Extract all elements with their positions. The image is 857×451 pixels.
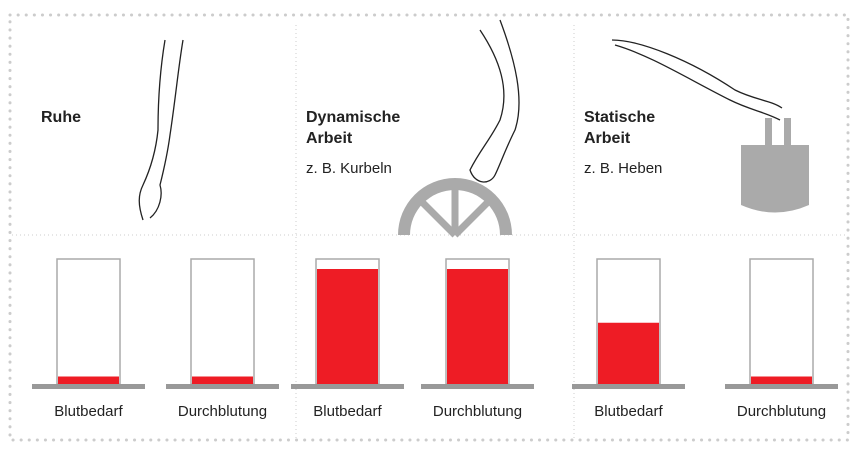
gauge-frame [191, 259, 254, 384]
category-label: Durchblutung [737, 403, 826, 420]
panel-title: Statische Arbeit [584, 109, 655, 147]
panel-title-line: Arbeit [584, 130, 631, 147]
bar [447, 269, 508, 384]
gauge-frame [750, 259, 813, 384]
bar [192, 377, 253, 385]
gauge-base [572, 384, 685, 389]
panel-title-line: Arbeit [306, 130, 353, 147]
category-label: Blutbedarf [594, 403, 663, 420]
panel-title-line: Dynamische [306, 109, 400, 126]
gauge-base [32, 384, 145, 389]
gauge-base [421, 384, 534, 389]
wheel-illustration [398, 178, 512, 235]
bar [317, 269, 378, 384]
panel-subtitle: z. B. Kurbeln [306, 160, 392, 177]
panel-title: Dynamische Arbeit [306, 109, 400, 147]
panel-title: Ruhe [41, 109, 81, 126]
panel-subtitle: z. B. Heben [584, 160, 662, 177]
weight-illustration [741, 118, 809, 213]
bar [598, 323, 659, 384]
page: Ruhe Blutbedarf Durchblutung Dynamische Arbe… [0, 0, 857, 451]
category-label: Blutbedarf [313, 403, 382, 420]
bar [58, 377, 119, 385]
infographic: Ruhe Blutbedarf Durchblutung Dynamische Arbe… [0, 0, 857, 451]
frame [10, 15, 848, 440]
category-label: Blutbedarf [54, 403, 123, 420]
gauge-base [291, 384, 404, 389]
gauge-base [725, 384, 838, 389]
panel-title-line: Statische [584, 109, 655, 126]
gauge-base [166, 384, 279, 389]
category-label: Durchblutung [178, 403, 267, 420]
category-label: Durchblutung [433, 403, 522, 420]
gauge-frame [57, 259, 120, 384]
bar [751, 377, 812, 385]
